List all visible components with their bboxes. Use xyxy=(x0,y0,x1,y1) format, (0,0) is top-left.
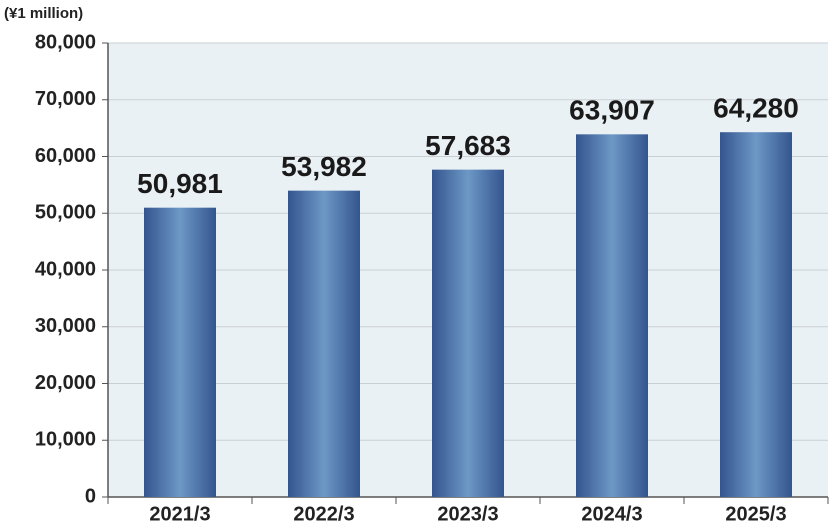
y-tick-label: 20,000 xyxy=(35,372,96,394)
y-tick-label: 10,000 xyxy=(35,429,96,451)
y-tick-label: 40,000 xyxy=(35,258,96,280)
value-label: 64,280 xyxy=(713,93,799,124)
value-label: 53,982 xyxy=(281,151,367,182)
value-label: 50,981 xyxy=(137,168,223,199)
y-tick-label: 0 xyxy=(85,485,96,507)
x-tick-label: 2024/3 xyxy=(581,503,642,525)
y-tick-label: 60,000 xyxy=(35,145,96,167)
value-label: 63,907 xyxy=(569,95,655,126)
bar xyxy=(432,169,504,497)
x-tick-label: 2025/3 xyxy=(725,503,786,525)
x-tick-label: 2022/3 xyxy=(293,503,354,525)
y-tick-label: 50,000 xyxy=(35,202,96,224)
y-tick-label: 70,000 xyxy=(35,88,96,110)
bar xyxy=(144,207,216,497)
x-tick-label: 2023/3 xyxy=(437,503,498,525)
bar xyxy=(288,190,360,497)
bar xyxy=(576,134,648,498)
value-label: 57,683 xyxy=(425,130,511,161)
y-axis-unit: (¥1 million) xyxy=(4,5,83,22)
x-tick-label: 2021/3 xyxy=(149,503,210,525)
bar xyxy=(720,132,792,497)
y-tick-label: 80,000 xyxy=(35,31,96,53)
y-tick-label: 30,000 xyxy=(35,315,96,337)
